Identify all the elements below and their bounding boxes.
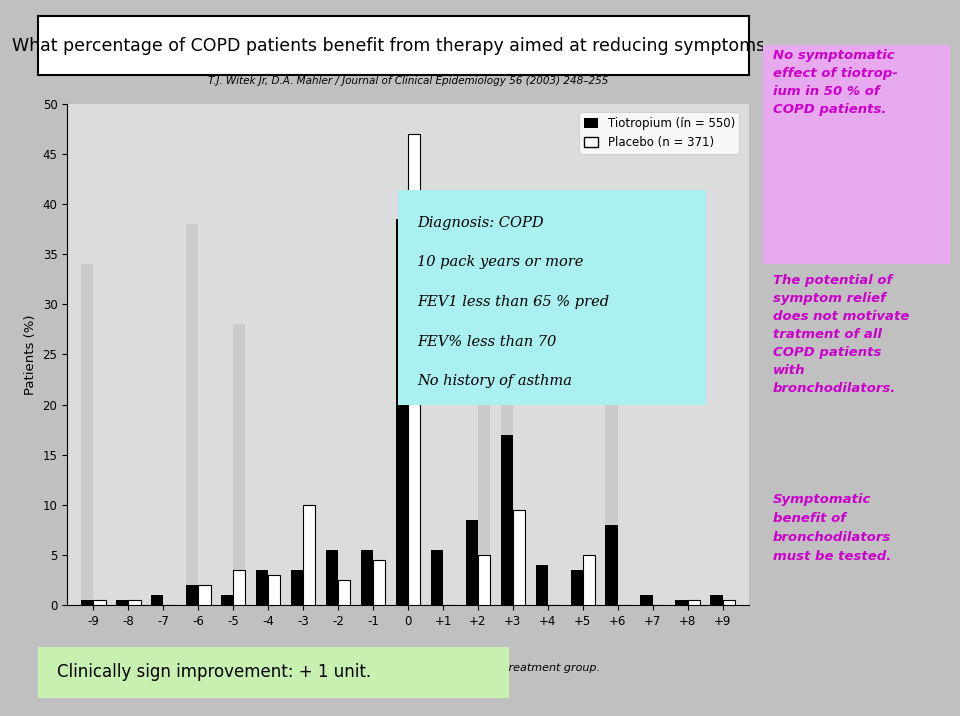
Bar: [478, 555, 491, 605]
Bar: [256, 570, 268, 605]
Bar: [268, 575, 280, 605]
Bar: [186, 224, 199, 605]
Bar: [408, 134, 420, 605]
Bar: [723, 600, 734, 605]
Bar: [606, 264, 617, 605]
Text: FEV% less than 70: FEV% less than 70: [417, 335, 556, 349]
Bar: [93, 600, 106, 605]
Bar: [431, 550, 443, 605]
Bar: [291, 570, 303, 605]
Bar: [478, 334, 491, 605]
Bar: [129, 600, 140, 605]
Text: No symptomatic
effect of tiotrop-
ium in 50 % of
COPD patients.: No symptomatic effect of tiotrop- ium in…: [773, 49, 898, 116]
Bar: [396, 274, 408, 605]
Y-axis label: Patients (%): Patients (%): [24, 314, 37, 395]
Bar: [338, 580, 350, 605]
Bar: [466, 520, 478, 605]
Bar: [570, 570, 583, 605]
Bar: [640, 595, 653, 605]
Text: Symptomatic
benefit of
bronchodilators
must be tested.: Symptomatic benefit of bronchodilators m…: [773, 493, 891, 563]
Text: Fig. 2. Frequency distribution of TDI Focal Score by treatment group.: Fig. 2. Frequency distribution of TDI Fo…: [216, 663, 600, 672]
Bar: [583, 555, 595, 605]
Bar: [373, 560, 385, 605]
Bar: [325, 550, 338, 605]
Bar: [151, 595, 163, 605]
Text: Clinically sign improvement: + 1 unit.: Clinically sign improvement: + 1 unit.: [58, 663, 372, 682]
Bar: [500, 435, 513, 605]
Bar: [687, 600, 700, 605]
Bar: [710, 595, 723, 605]
Text: FEV1 less than 65 % pred: FEV1 less than 65 % pred: [417, 295, 609, 309]
Bar: [233, 570, 246, 605]
Bar: [303, 505, 316, 605]
Text: 10 pack years or more: 10 pack years or more: [417, 256, 584, 269]
Text: Diagnosis: COPD: Diagnosis: COPD: [417, 216, 543, 230]
FancyBboxPatch shape: [763, 45, 950, 264]
Text: What percentage of COPD patients benefit from therapy aimed at reducing symptoms: What percentage of COPD patients benefit…: [12, 37, 775, 55]
Bar: [186, 585, 199, 605]
Bar: [361, 550, 373, 605]
Bar: [82, 600, 93, 605]
Bar: [513, 510, 525, 605]
Bar: [82, 264, 93, 605]
Text: T.J. Witek Jr, D.A. Mahler / Journal of Clinical Epidemiology 56 (2003) 248–255: T.J. Witek Jr, D.A. Mahler / Journal of …: [207, 77, 609, 87]
Bar: [500, 254, 513, 605]
Bar: [199, 585, 210, 605]
Bar: [116, 600, 129, 605]
Bar: [396, 219, 408, 605]
Text: The potential of
symptom relief
does not motivate
tratment of all
COPD patients
: The potential of symptom relief does not…: [773, 274, 909, 395]
Text: No history of asthma: No history of asthma: [417, 374, 572, 389]
Legend: Tiotropium (ín = 550), Placebo (n = 371): Tiotropium (ín = 550), Placebo (n = 371): [579, 112, 739, 153]
Bar: [233, 324, 246, 605]
Bar: [676, 600, 687, 605]
Bar: [606, 525, 617, 605]
Bar: [536, 565, 548, 605]
Bar: [221, 595, 233, 605]
